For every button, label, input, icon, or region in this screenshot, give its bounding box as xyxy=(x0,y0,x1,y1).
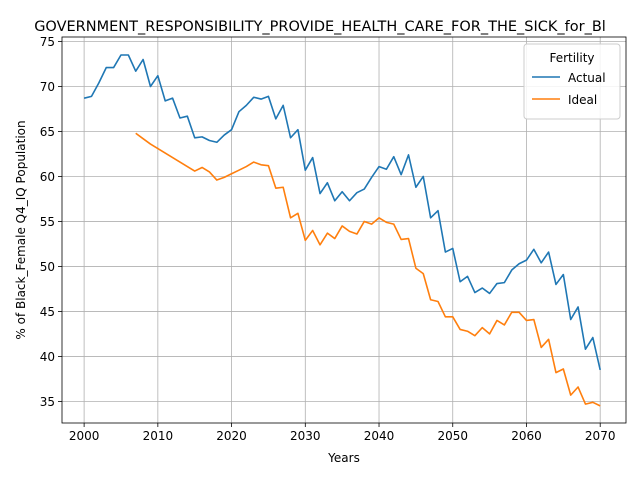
y-tick-label: 65 xyxy=(40,125,55,139)
x-tick-label: 2040 xyxy=(364,429,395,443)
axis-ticks: 2000 2010 2020 2030 2040 2050 2060 2070 35 40 45 50… xyxy=(40,35,616,443)
y-tick-label: 55 xyxy=(40,215,55,229)
y-tick-label: 35 xyxy=(40,395,55,409)
x-tick-label: 2070 xyxy=(585,429,616,443)
legend-label-ideal: Ideal xyxy=(568,93,597,107)
plot-frame xyxy=(61,36,627,424)
series-line-ideal xyxy=(135,132,601,407)
series-layer xyxy=(83,54,601,407)
x-tick-label: 2010 xyxy=(143,429,174,443)
y-tick-label: 70 xyxy=(40,80,55,94)
x-tick-label: 2050 xyxy=(437,429,468,443)
y-axis-label: % of Black_Female Q4_IQ Population xyxy=(14,120,28,339)
y-tick-label: 40 xyxy=(40,350,55,364)
series-line-actual xyxy=(83,54,601,371)
x-tick-label: 2030 xyxy=(290,429,321,443)
legend-box xyxy=(523,43,621,120)
legend: Fertility Actual Ideal xyxy=(523,43,621,120)
legend-label-actual: Actual xyxy=(568,71,606,85)
y-tick-label: 75 xyxy=(40,35,55,49)
x-tick-label: 2060 xyxy=(511,429,542,443)
x-tick-label: 2020 xyxy=(216,429,247,443)
y-tick-label: 60 xyxy=(40,170,55,184)
y-tick-label: 45 xyxy=(40,305,55,319)
x-axis-label: Years xyxy=(327,451,360,465)
legend-title: Fertility xyxy=(549,51,594,65)
x-tick-label: 2000 xyxy=(69,429,100,443)
y-tick-label: 50 xyxy=(40,260,55,274)
chart-title: GOVERNMENT_RESPONSIBILITY_PROVIDE_HEALTH… xyxy=(34,19,606,35)
